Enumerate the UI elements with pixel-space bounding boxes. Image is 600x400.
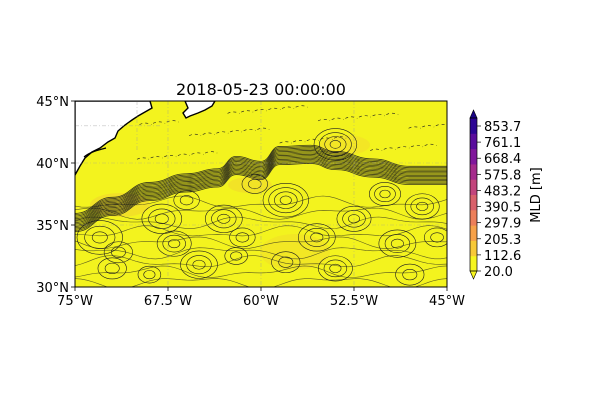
colorbar-segment [470,255,477,272]
colorbar-segment [470,133,477,150]
lat-axis: 30°N 35°N 40°N 45°N [36,95,75,296]
colorbar-tick-label: 297.9 [484,217,521,232]
lat-tick-label: 45°N [36,95,69,110]
colorbar-tick-label: 853.7 [484,120,521,135]
colorbar-frame [469,117,478,272]
map-title: 2018-05-23 00:00:00 [176,80,346,99]
colorbar-segment [470,240,477,257]
lon-tick-label: 60°W [243,294,279,309]
colorbar-tick-label: 668.4 [484,152,521,167]
lat-tick-label: 40°N [36,157,69,172]
land-north-america [75,101,153,177]
colorbar-segments [470,118,477,272]
colorbar-tick-label: 761.1 [484,136,521,151]
negative-contours [136,105,447,160]
lon-tick-label: 45°W [429,294,465,309]
colorbar-segment [470,118,477,134]
colorbar-extend-bottom [469,270,478,280]
colorbar-tick-label: 575.8 [484,168,521,183]
graticule [75,101,447,287]
colorbar-tick-label: 205.3 [484,233,521,248]
colorbar-extend-top [469,109,478,119]
land-nova-scotia [182,101,216,119]
colorbar-tick-label: 390.5 [484,201,521,216]
colorbar-segment [470,163,477,180]
colorbar-segment [470,194,477,211]
colorbar-segment [470,209,477,226]
coast-detail [83,147,107,158]
colorbar-segment [470,179,477,195]
lon-tick-label: 52.5°W [330,294,378,309]
lon-tick-label: 75°W [57,294,93,309]
lon-axis: 75°W 67.5°W 60°W 52.5°W 45°W [57,287,465,309]
colorbar-tick-label: 483.2 [484,184,521,199]
lat-tick-label: 35°N [36,219,69,234]
colorbar-segment [470,225,477,241]
colorbar-tick-label: 20.0 [484,265,513,280]
colorbar-label: MLD [m] [529,167,544,222]
lat-tick-label: 30°N [36,281,69,296]
colorbar-segment [470,148,477,165]
lon-tick-label: 67.5°W [144,294,192,309]
map-area [75,101,447,287]
colorbar-tick-label: 112.6 [484,249,521,264]
